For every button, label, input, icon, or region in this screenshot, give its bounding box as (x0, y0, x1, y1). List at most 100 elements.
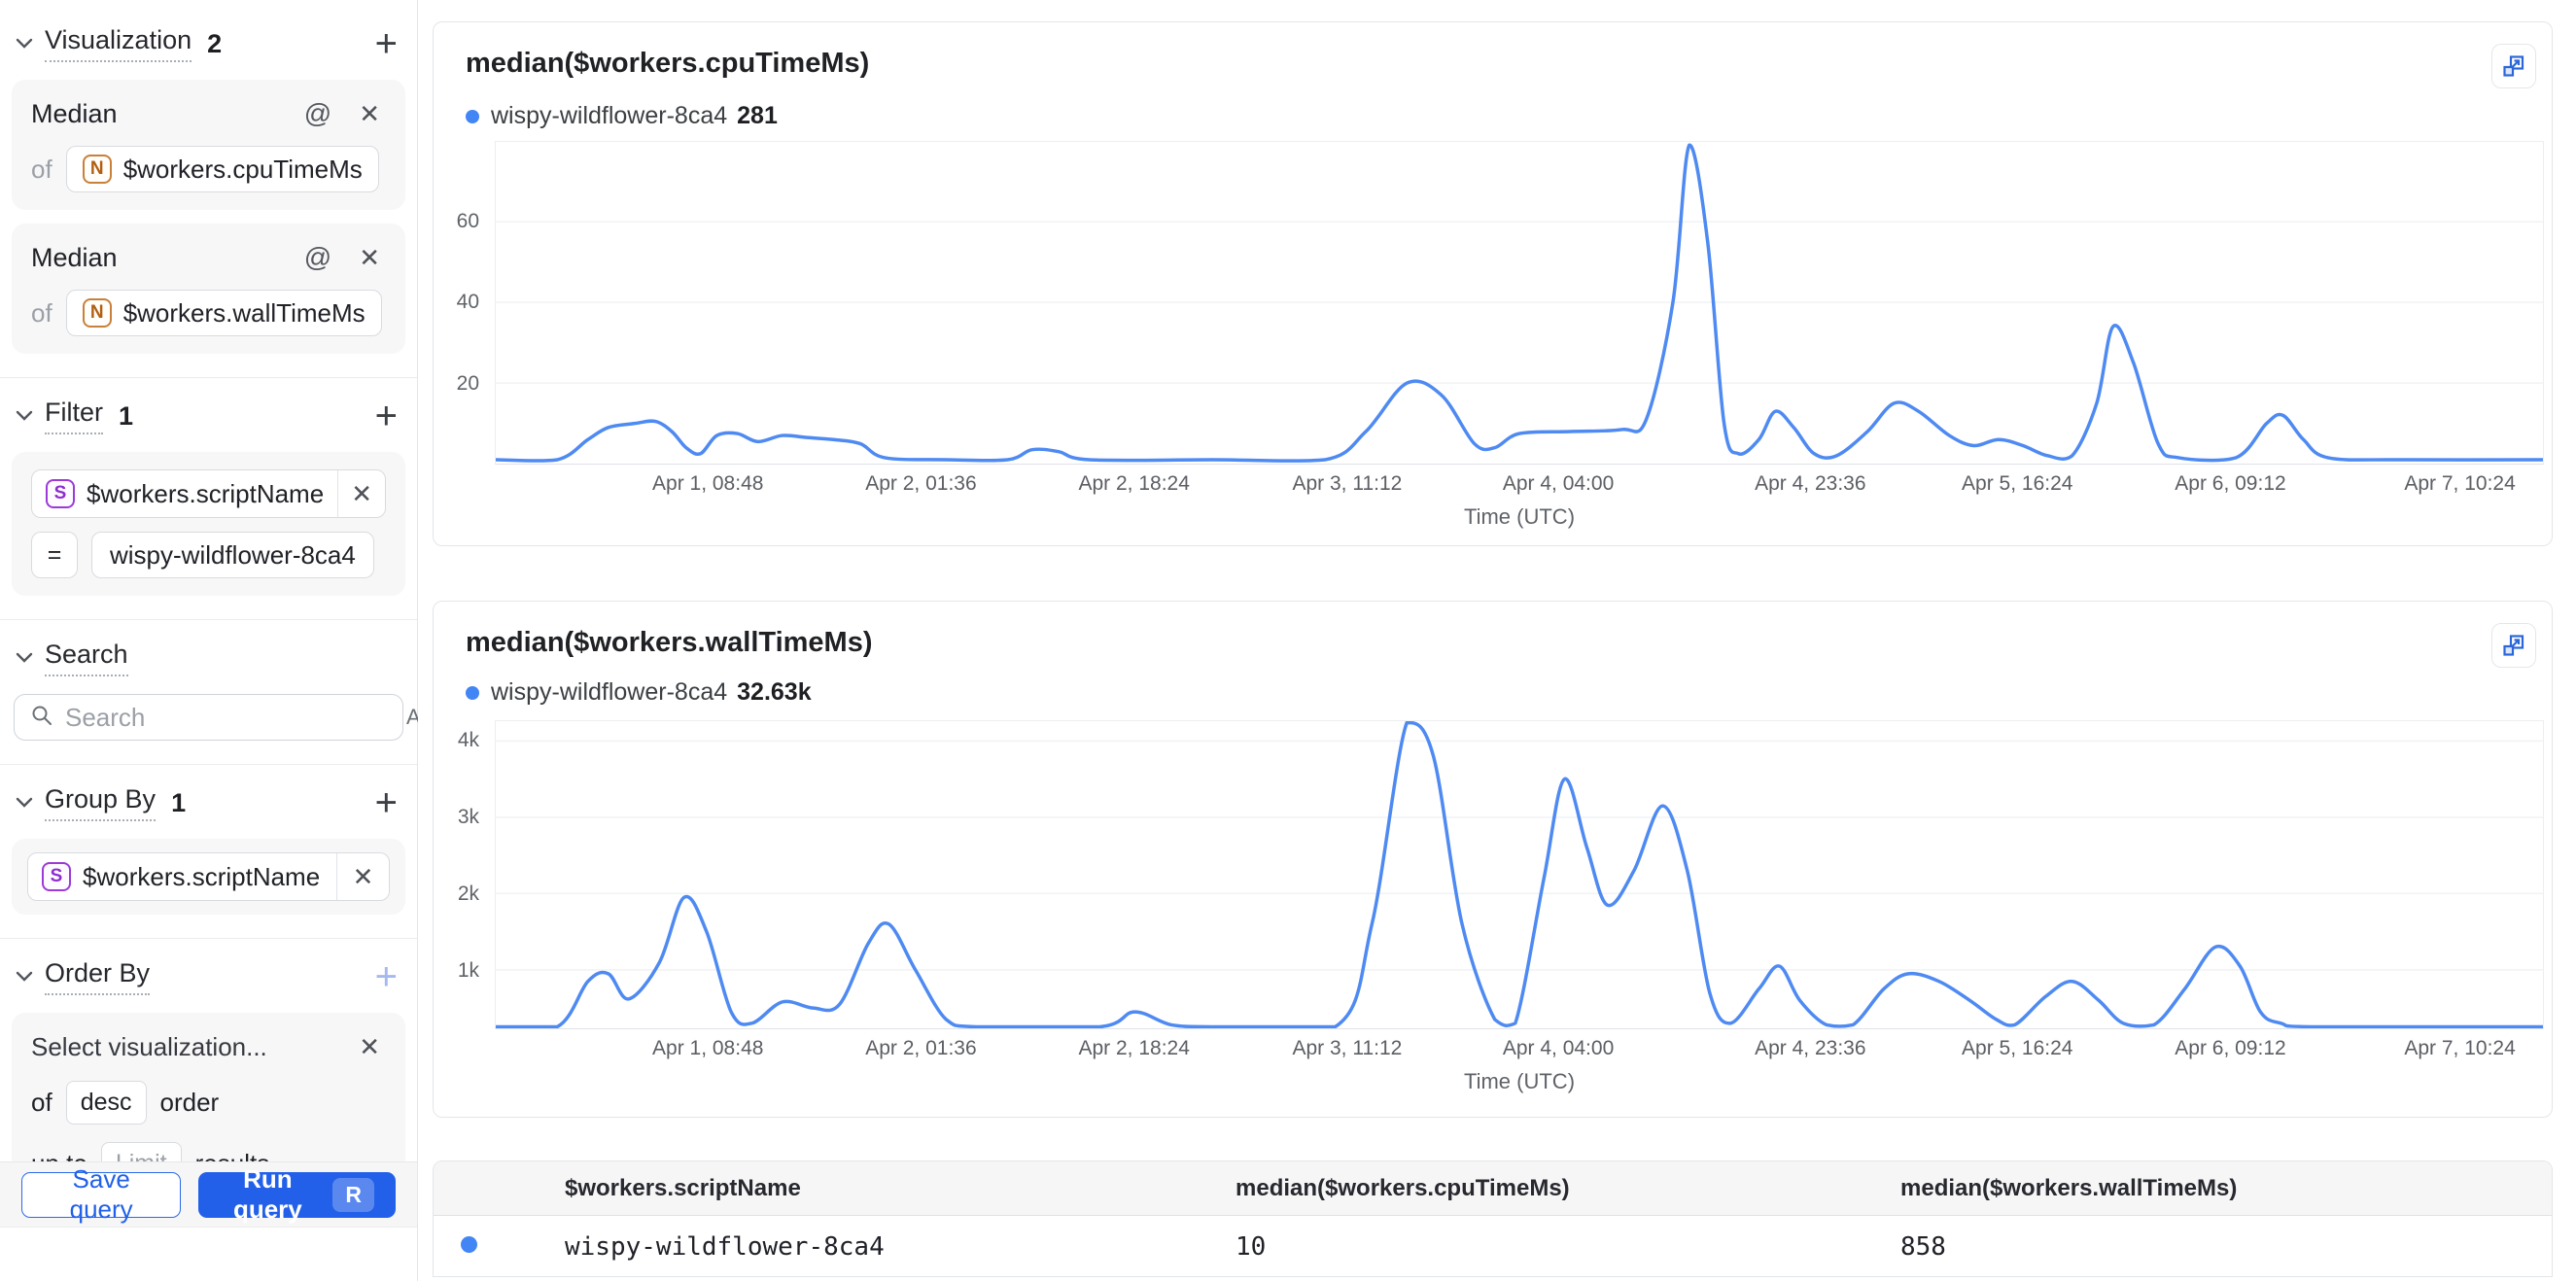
chevron-down-icon[interactable] (14, 966, 35, 987)
query-builder-sidebar: Visualization 2 + Median @ ✕ of N $worke… (0, 0, 472, 1281)
x-tick-label: Apr 2, 01:36 (865, 472, 977, 495)
cell-script-name: wispy-wildflower-8ca4 (565, 1232, 885, 1262)
x-tick-label: Apr 4, 23:36 (1755, 1037, 1866, 1059)
add-visualization-button[interactable]: + (374, 22, 398, 65)
column-header-wall: median($workers.wallTimeMs) (1900, 1174, 2238, 1201)
results-area: median($workers.cpuTimeMs) wispy-wildflo… (418, 0, 2576, 1281)
group-by-field-name: $workers.scriptName (83, 861, 321, 891)
visualization-section-header: Visualization 2 + (14, 22, 403, 65)
search-box: Aa ■* (14, 694, 472, 741)
x-axis-title: Time (UTC) (1463, 1069, 1576, 1093)
visualization-title: Visualization (45, 25, 192, 62)
legend-item[interactable]: wispy-wildflower-8ca4 32.63k (466, 678, 812, 707)
chevron-down-icon[interactable] (14, 792, 35, 814)
chevron-down-icon[interactable] (14, 405, 35, 427)
save-query-button[interactable]: Save query (21, 1164, 182, 1224)
filter-section-header: Filter 1 + (14, 395, 403, 437)
order-by-section-header: Order By + (14, 955, 403, 998)
order-direction-select[interactable]: desc (65, 1081, 147, 1125)
table-header-row: $workers.scriptName median($workers.cpuT… (434, 1161, 2552, 1216)
chevron-down-icon[interactable] (14, 647, 35, 669)
wall-time-line-chart[interactable] (495, 720, 2544, 1029)
group-by-card: S $workers.scriptName ✕ (12, 839, 405, 915)
run-query-button[interactable]: Run query R (198, 1164, 396, 1224)
filter-value-select[interactable]: wispy-wildflower-8ca4 (91, 532, 374, 578)
section-divider (0, 377, 417, 378)
x-tick-label: Apr 6, 09:12 (2175, 1037, 2286, 1059)
section-divider (0, 764, 417, 765)
aggregation-label[interactable]: Median (31, 242, 118, 272)
run-shortcut-badge: R (332, 1177, 374, 1212)
series-dot-icon (466, 109, 479, 123)
x-tick-label: Apr 2, 18:24 (1078, 472, 1190, 495)
x-tick-label: Apr 1, 08:48 (652, 472, 764, 495)
group-by-count: 1 (171, 787, 187, 817)
x-tick-label: Apr 2, 01:36 (865, 1037, 977, 1059)
group-by-field-select[interactable]: S $workers.scriptName (28, 853, 336, 900)
add-order-by-button[interactable]: + (374, 955, 398, 998)
add-filter-button[interactable]: + (374, 395, 398, 437)
group-by-title: Group By (45, 784, 157, 821)
expand-icon (2503, 635, 2524, 656)
table-row[interactable]: wispy-wildflower-8ca4 10 858 (434, 1216, 2552, 1276)
column-header-script-name: $workers.scriptName (565, 1174, 801, 1201)
order-by-visualization-select[interactable]: Select visualization... (31, 1031, 267, 1061)
filter-card: S $workers.scriptName ✕ = wispy-wildflow… (12, 452, 405, 596)
of-label: of (31, 297, 52, 328)
y-axis: 20 40 60 (434, 141, 487, 465)
y-tick-label: 20 (456, 371, 479, 395)
series-dot-icon (461, 1236, 477, 1253)
x-tick-label: Apr 7, 10:24 (2404, 1037, 2516, 1059)
x-tick-label: Apr 7, 10:24 (2404, 472, 2516, 495)
expand-chart-button[interactable] (2491, 623, 2536, 668)
filter-title: Filter (45, 398, 103, 434)
expand-icon (2503, 55, 2524, 77)
search-icon (30, 704, 53, 732)
series-dot-icon (466, 685, 479, 700)
series-name: wispy-wildflower-8ca4 (491, 102, 728, 129)
legend-item[interactable]: wispy-wildflower-8ca4 281 (466, 102, 778, 130)
section-divider (0, 619, 417, 620)
field-chip-wall[interactable]: N $workers.wallTimeMs (65, 290, 382, 336)
cpu-time-chart-panel: median($workers.cpuTimeMs) wispy-wildflo… (433, 21, 2553, 546)
cell-wall-value: 858 (1900, 1232, 1946, 1262)
series-name: wispy-wildflower-8ca4 (491, 678, 728, 706)
expand-chart-button[interactable] (2491, 44, 2536, 88)
series-value: 32.63k (737, 678, 812, 706)
add-group-by-button[interactable]: + (374, 781, 398, 824)
visualization-card-1: Median @ ✕ of N $workers.wallTimeMs (12, 224, 405, 354)
at-icon[interactable]: @ (303, 98, 332, 128)
at-icon[interactable]: @ (303, 242, 332, 272)
search-section-header: Search (14, 640, 403, 676)
y-tick-label: 3k (457, 805, 479, 828)
visualization-count: 2 (207, 28, 223, 58)
string-type-icon: S (42, 862, 71, 891)
filter-field-select[interactable]: S $workers.scriptName (32, 470, 337, 517)
search-title: Search (45, 640, 128, 676)
aggregation-label[interactable]: Median (31, 98, 118, 128)
filter-operator-select[interactable]: = (31, 532, 78, 578)
field-chip-cpu[interactable]: N $workers.cpuTimeMs (65, 146, 379, 192)
x-axis-title: Time (UTC) (1463, 504, 1576, 529)
y-tick-label: 40 (456, 291, 479, 314)
chevron-down-icon[interactable] (14, 33, 35, 54)
section-divider (0, 938, 417, 939)
x-tick-label: Apr 4, 04:00 (1502, 472, 1615, 495)
number-type-icon: N (82, 298, 112, 328)
of-label: of (31, 1088, 52, 1117)
remove-visualization-icon[interactable]: ✕ (359, 242, 380, 272)
x-tick-label: Apr 6, 09:12 (2175, 472, 2286, 495)
y-tick-label: 1k (457, 958, 479, 982)
column-header-cpu: median($workers.cpuTimeMs) (1236, 1174, 1570, 1201)
search-input[interactable] (65, 702, 391, 733)
filter-field-name: $workers.scriptName (87, 478, 325, 508)
y-tick-label: 4k (457, 728, 479, 751)
remove-order-by-icon[interactable]: ✕ (359, 1031, 380, 1061)
remove-visualization-icon[interactable]: ✕ (359, 98, 380, 128)
x-tick-label: Apr 5, 16:24 (1962, 472, 2073, 495)
remove-group-by-icon[interactable]: ✕ (336, 853, 389, 900)
cpu-time-line-chart[interactable] (495, 141, 2544, 465)
group-by-section-header: Group By 1 + (14, 781, 403, 824)
field-name: $workers.cpuTimeMs (122, 154, 363, 184)
remove-filter-icon[interactable]: ✕ (337, 470, 385, 517)
